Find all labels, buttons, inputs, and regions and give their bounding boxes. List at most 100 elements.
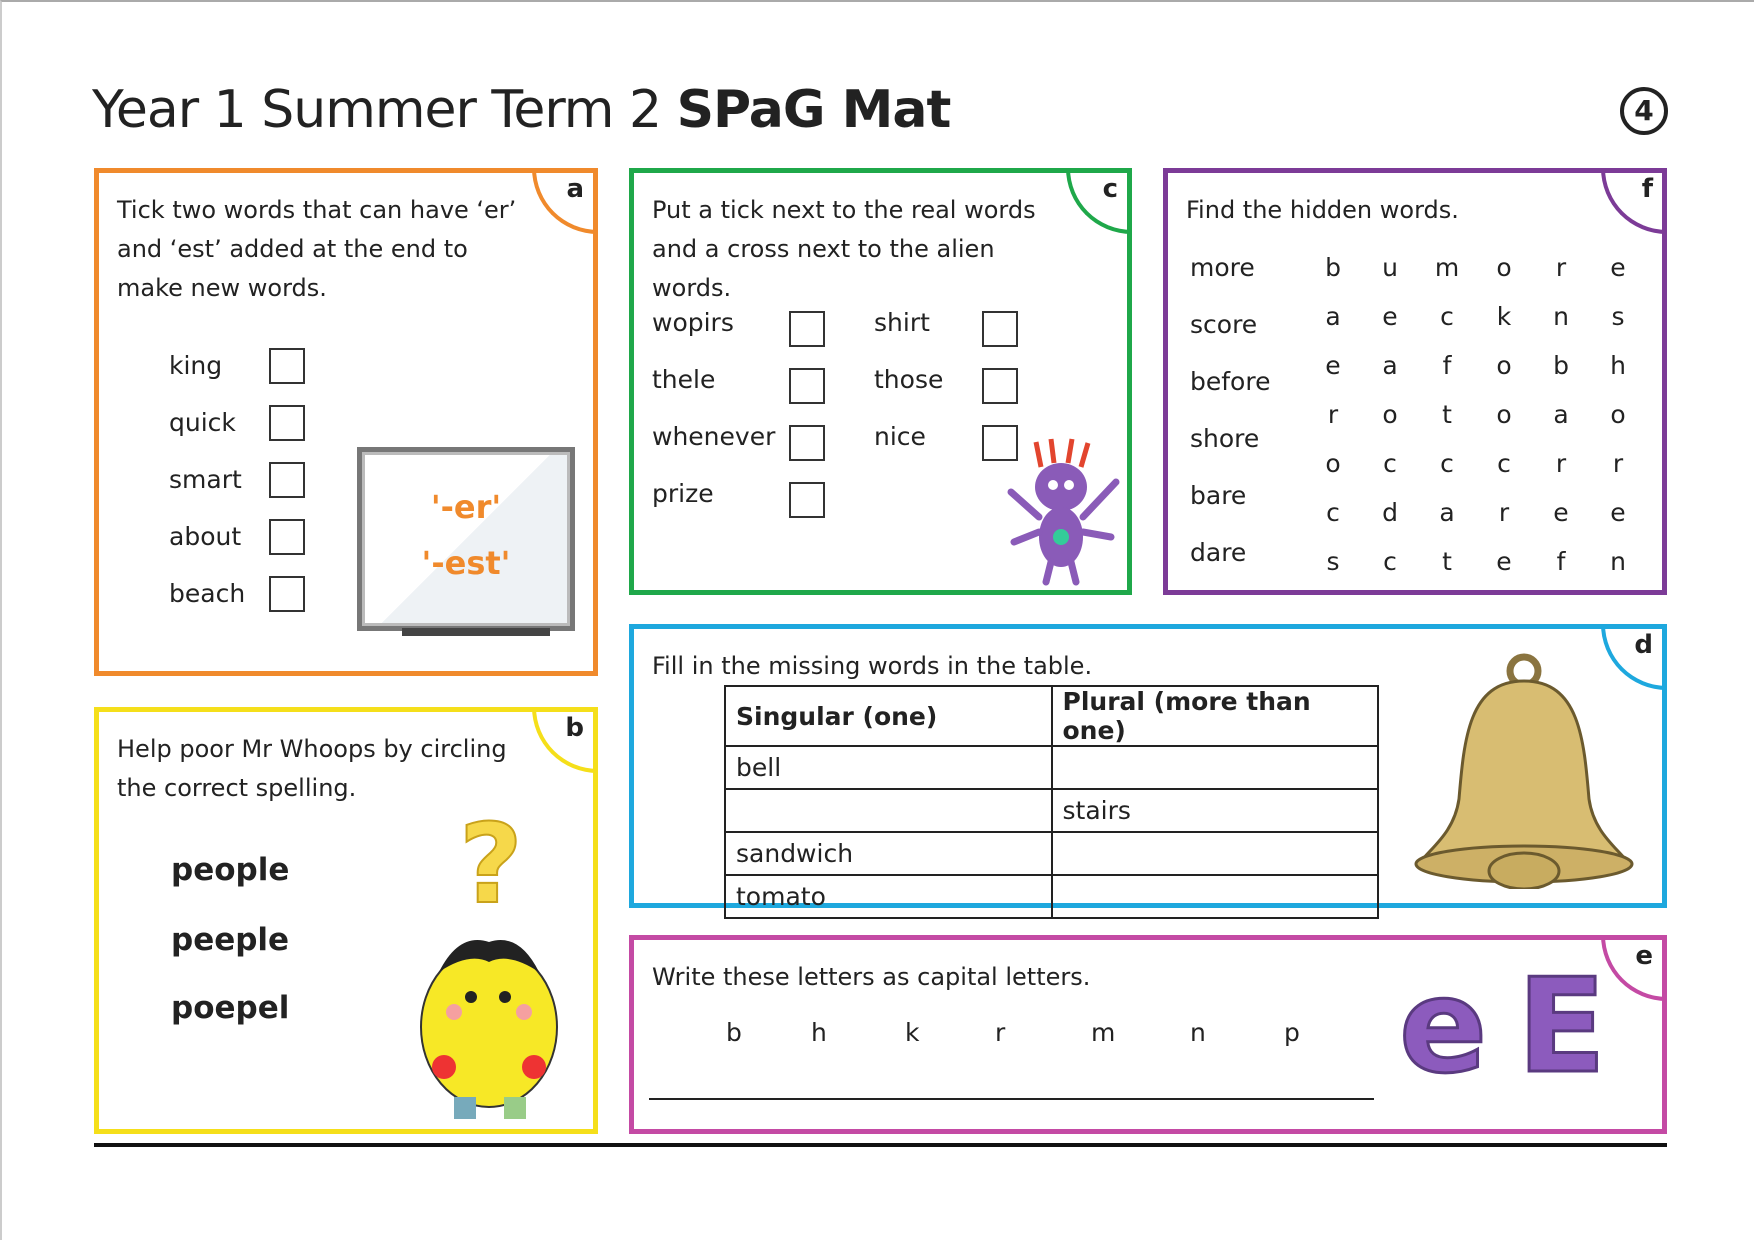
tick-cross-box[interactable]	[982, 311, 1018, 347]
page-number-badge: 4	[1620, 87, 1668, 135]
grid-letter[interactable]: r	[1612, 449, 1624, 478]
tick-cross-box[interactable]	[789, 368, 825, 404]
lowercase-letter: h	[811, 1018, 827, 1047]
tick-checkbox[interactable]	[269, 405, 305, 441]
grid-letter[interactable]: o	[1496, 351, 1512, 380]
instruction-f: Find the hidden words.	[1186, 196, 1459, 224]
grid-letter[interactable]: k	[1496, 302, 1512, 331]
instruction-d: Fill in the missing words in the table.	[652, 652, 1093, 680]
lowercase-letter: k	[905, 1018, 920, 1047]
grid-letter[interactable]: c	[1497, 449, 1511, 478]
grid-letter[interactable]: r	[1555, 449, 1567, 478]
grid-letter[interactable]: o	[1382, 400, 1398, 429]
grid-letter[interactable]: b	[1325, 253, 1341, 282]
grid-letter[interactable]: o	[1325, 449, 1341, 478]
alien-character-image	[1007, 438, 1120, 586]
instruction-a: Tick two words that can have ‘er’ and ‘e…	[117, 196, 517, 302]
section-c: c Put a tick next to the real words and …	[629, 168, 1132, 595]
tick-checkbox[interactable]	[269, 576, 305, 612]
page-title: Year 1 Summer Term 2 SPaG Mat	[92, 80, 951, 140]
grid-letter[interactable]: f	[1442, 351, 1452, 380]
lowercase-letter: m	[1091, 1018, 1116, 1047]
tick-cross-box[interactable]	[789, 482, 825, 518]
spelling-option[interactable]: peeple	[171, 922, 290, 958]
board-suffix-er: '-er'	[430, 488, 502, 526]
grid-letter[interactable]: s	[1326, 547, 1340, 576]
tick-checkbox[interactable]	[269, 348, 305, 384]
answer-cell[interactable]	[1050, 831, 1379, 876]
grid-letter[interactable]: e	[1325, 351, 1341, 380]
grid-letter[interactable]: s	[1611, 302, 1625, 331]
section-label-a: a	[532, 168, 598, 234]
word-label: wopirs	[652, 308, 734, 337]
grid-letter[interactable]: a	[1325, 302, 1341, 331]
grid-letter[interactable]: d	[1382, 498, 1398, 527]
grid-letter[interactable]: n	[1610, 547, 1626, 576]
answer-cell[interactable]	[724, 788, 1053, 833]
grid-letter[interactable]: a	[1439, 498, 1455, 527]
word-label: quick	[169, 408, 236, 437]
tick-cross-box[interactable]	[789, 311, 825, 347]
grid-letter[interactable]: r	[1498, 498, 1510, 527]
tick-cross-box[interactable]	[982, 425, 1018, 461]
answer-cell[interactable]	[1050, 745, 1379, 790]
grid-letter[interactable]: t	[1442, 547, 1452, 576]
section-label-b: b	[532, 707, 598, 773]
grid-letter[interactable]: a	[1553, 400, 1569, 429]
grid-letter[interactable]: o	[1496, 400, 1512, 429]
grid-letter[interactable]: c	[1326, 498, 1340, 527]
word-label: beach	[169, 579, 246, 608]
grid-letter[interactable]: r	[1555, 253, 1567, 282]
section-label-f: f	[1601, 168, 1667, 234]
grid-letter[interactable]: c	[1440, 302, 1454, 331]
grid-letter[interactable]: e	[1610, 498, 1626, 527]
answer-line[interactable]	[649, 1098, 1374, 1100]
grid-letter[interactable]: e	[1496, 547, 1512, 576]
spelling-option[interactable]: poepel	[171, 990, 290, 1026]
grid-letter[interactable]: u	[1382, 253, 1398, 282]
grid-letter[interactable]: c	[1440, 449, 1454, 478]
grid-letter[interactable]: a	[1382, 351, 1398, 380]
cell: sandwich	[724, 831, 1053, 876]
whiteboard-image: '-er' '-est'	[357, 447, 575, 636]
grid-letter[interactable]: e	[1553, 498, 1569, 527]
grid-letter[interactable]: r	[1327, 400, 1339, 429]
word-label: king	[169, 351, 223, 380]
grid-letter[interactable]: m	[1434, 253, 1460, 282]
grid-letter[interactable]: o	[1496, 253, 1512, 282]
lowercase-letter: p	[1284, 1018, 1300, 1047]
hidden-word: more	[1190, 253, 1255, 282]
table-row: stairs	[724, 788, 1379, 833]
word-label: smart	[169, 465, 242, 494]
question-mark-icon: ?	[459, 812, 523, 928]
grid-letter[interactable]: c	[1383, 449, 1397, 478]
grid-letter[interactable]: h	[1610, 351, 1626, 380]
section-d: d Fill in the missing words in the table…	[629, 624, 1667, 919]
tick-cross-box[interactable]	[789, 425, 825, 461]
tick-cross-box[interactable]	[982, 368, 1018, 404]
grid-letter[interactable]: o	[1610, 400, 1626, 429]
bell-image	[1414, 653, 1634, 889]
spelling-option[interactable]: people	[171, 852, 290, 888]
grid-letter[interactable]: c	[1383, 547, 1397, 576]
tick-checkbox[interactable]	[269, 519, 305, 555]
grid-letter[interactable]: e	[1382, 302, 1398, 331]
section-e: e Write these letters as capital letters…	[629, 935, 1667, 1134]
plural-table: Singular (one) Plural (more than one) bel…	[724, 685, 1379, 919]
section-b: b Help poor Mr Whoops by circling the co…	[94, 707, 598, 1134]
word-label: nice	[874, 422, 926, 451]
header-singular: Singular (one)	[724, 685, 1053, 747]
grid-letter[interactable]: t	[1442, 400, 1452, 429]
word-label: about	[169, 522, 242, 551]
grid-letter[interactable]: e	[1610, 253, 1626, 282]
tick-checkbox[interactable]	[269, 462, 305, 498]
answer-cell[interactable]	[1050, 874, 1379, 919]
grid-letter[interactable]: b	[1553, 351, 1569, 380]
grid-letter[interactable]: f	[1556, 547, 1566, 576]
cell: stairs	[1050, 788, 1379, 833]
table-row: tomato	[724, 874, 1379, 919]
cell: tomato	[724, 874, 1053, 919]
section-label-c: c	[1066, 168, 1132, 234]
grid-letter[interactable]: n	[1553, 302, 1569, 331]
